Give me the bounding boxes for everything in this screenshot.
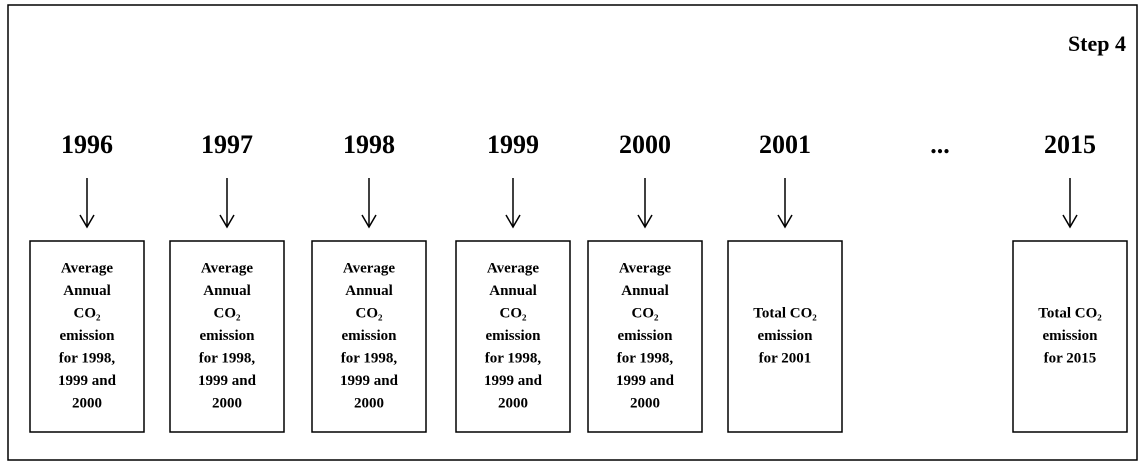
box — [1012, 240, 1128, 433]
year-label: 1998 — [343, 130, 395, 159]
box-text: CO₂ — [356, 305, 384, 321]
box-text: CO₂ — [500, 305, 528, 321]
box-text: emission — [485, 328, 541, 344]
box-text: Annual — [63, 283, 111, 299]
box-text: Annual — [203, 283, 251, 299]
box-text: 2000 — [212, 395, 242, 411]
box-text: Annual — [621, 283, 669, 299]
box — [455, 240, 571, 433]
box-text: Total CO₂ — [1038, 305, 1102, 321]
box-text: for 1998, — [485, 350, 542, 366]
box-text: emission — [199, 328, 255, 344]
box-text: 2000 — [498, 395, 528, 411]
box-text: 2000 — [72, 395, 102, 411]
year-label: 2001 — [759, 130, 811, 159]
box — [169, 240, 285, 433]
box-text: 1999 and — [484, 373, 543, 389]
box-text: emission — [617, 328, 673, 344]
box-text: for 2015 — [1044, 350, 1097, 366]
box-text: Total CO₂ — [753, 305, 817, 321]
frame — [7, 4, 1138, 461]
year-label: 1997 — [201, 130, 253, 159]
box-text: 2000 — [630, 395, 660, 411]
box-text: emission — [59, 328, 115, 344]
box-text: 1999 and — [58, 373, 117, 389]
box-text: Annual — [489, 283, 537, 299]
box-text: Average — [61, 260, 114, 276]
box-text: emission — [341, 328, 397, 344]
box-text: for 2001 — [759, 350, 812, 366]
year-label: 2000 — [619, 130, 671, 159]
arrow-head — [505, 214, 521, 229]
box-text: 1999 and — [340, 373, 399, 389]
box-text: emission — [1042, 328, 1098, 344]
box-text: 1999 and — [616, 373, 675, 389]
box-text: Annual — [345, 283, 393, 299]
box-text: for 1998, — [59, 350, 116, 366]
box — [587, 240, 703, 433]
box-text: 1999 and — [198, 373, 257, 389]
box-text: for 1998, — [617, 350, 674, 366]
arrow-head — [1062, 214, 1078, 229]
step-label: Step 4 — [1068, 31, 1126, 56]
box-text: Average — [201, 260, 254, 276]
box — [311, 240, 427, 433]
box-text: Average — [487, 260, 540, 276]
year-label: 2015 — [1044, 130, 1096, 159]
box-text: CO₂ — [632, 305, 660, 321]
box-text: for 1998, — [199, 350, 256, 366]
box — [727, 240, 843, 433]
box-text: CO₂ — [74, 305, 102, 321]
year-label: 1996 — [61, 130, 113, 159]
box-text: emission — [757, 328, 813, 344]
arrow-head — [777, 214, 793, 229]
box — [29, 240, 145, 433]
box-text: Average — [619, 260, 672, 276]
year-label: ... — [930, 130, 950, 159]
arrow-head — [637, 214, 653, 229]
box-text: 2000 — [354, 395, 384, 411]
box-text: Average — [343, 260, 396, 276]
box-text: for 1998, — [341, 350, 398, 366]
arrow-head — [361, 214, 377, 229]
box-text: CO₂ — [214, 305, 242, 321]
year-label: 1999 — [487, 130, 539, 159]
arrow-head — [219, 214, 235, 229]
arrow-head — [79, 214, 95, 229]
